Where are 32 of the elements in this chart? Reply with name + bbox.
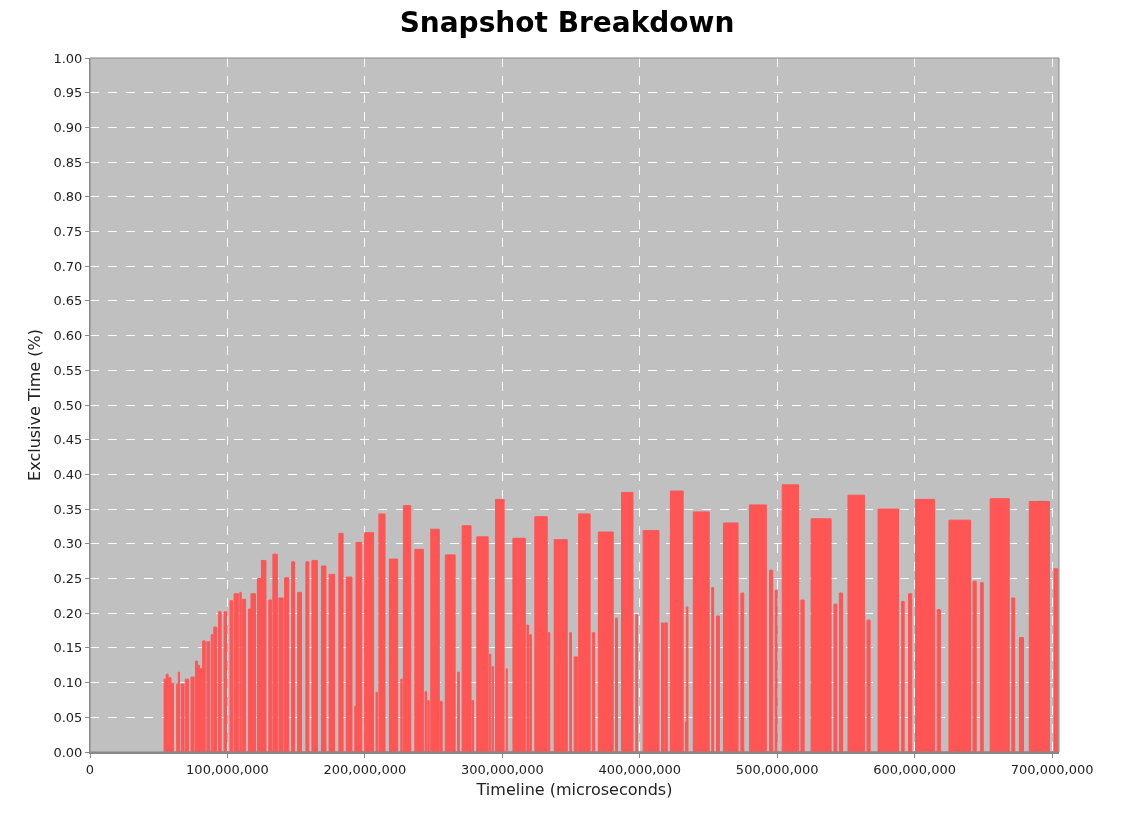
- y-tick-label: 0.00: [53, 744, 83, 760]
- y-tick-label: 0.75: [53, 224, 83, 240]
- y-axis-title: Exclusive Time (%): [25, 329, 45, 481]
- x-tick-label: 700,000,000: [1010, 761, 1094, 777]
- y-tick-label: 0.35: [53, 501, 83, 517]
- y-tick-label: 0.15: [53, 640, 83, 656]
- x-tick-label: 300,000,000: [460, 761, 544, 777]
- x-tick-label: 400,000,000: [598, 761, 682, 777]
- y-tick-label: 0.65: [53, 293, 83, 309]
- y-tick-label: 0.95: [53, 85, 83, 101]
- y-tick-label: 0.60: [53, 328, 83, 344]
- y-tick-label: 0.45: [53, 432, 83, 448]
- y-tick-label: 0.90: [53, 119, 83, 135]
- y-tick-label: 0.05: [53, 709, 83, 725]
- y-tick-label: 0.40: [53, 466, 83, 482]
- y-tick-label: 1.00: [53, 50, 83, 66]
- y-tick-label: 0.85: [53, 154, 83, 170]
- x-tick-label: 100,000,000: [186, 761, 269, 777]
- x-axis-title: Timeline (microseconds): [475, 779, 673, 799]
- chart-title: Snapshot Breakdown: [399, 5, 735, 39]
- y-tick-label: 0.30: [53, 536, 83, 552]
- y-tick-label: 0.20: [53, 605, 83, 621]
- y-tick-label: 0.50: [53, 397, 83, 413]
- x-tick-label: 200,000,000: [323, 761, 407, 777]
- y-tick-label: 0.70: [53, 258, 83, 274]
- y-tick-label: 0.55: [53, 362, 83, 378]
- y-tick-label: 0.80: [53, 189, 83, 205]
- y-tick-label: 0.10: [53, 675, 83, 691]
- x-tick-label: 500,000,000: [735, 761, 819, 777]
- x-tick-label: 0: [85, 761, 95, 777]
- y-tick-label: 0.25: [53, 571, 83, 587]
- x-tick-label: 600,000,000: [873, 761, 957, 777]
